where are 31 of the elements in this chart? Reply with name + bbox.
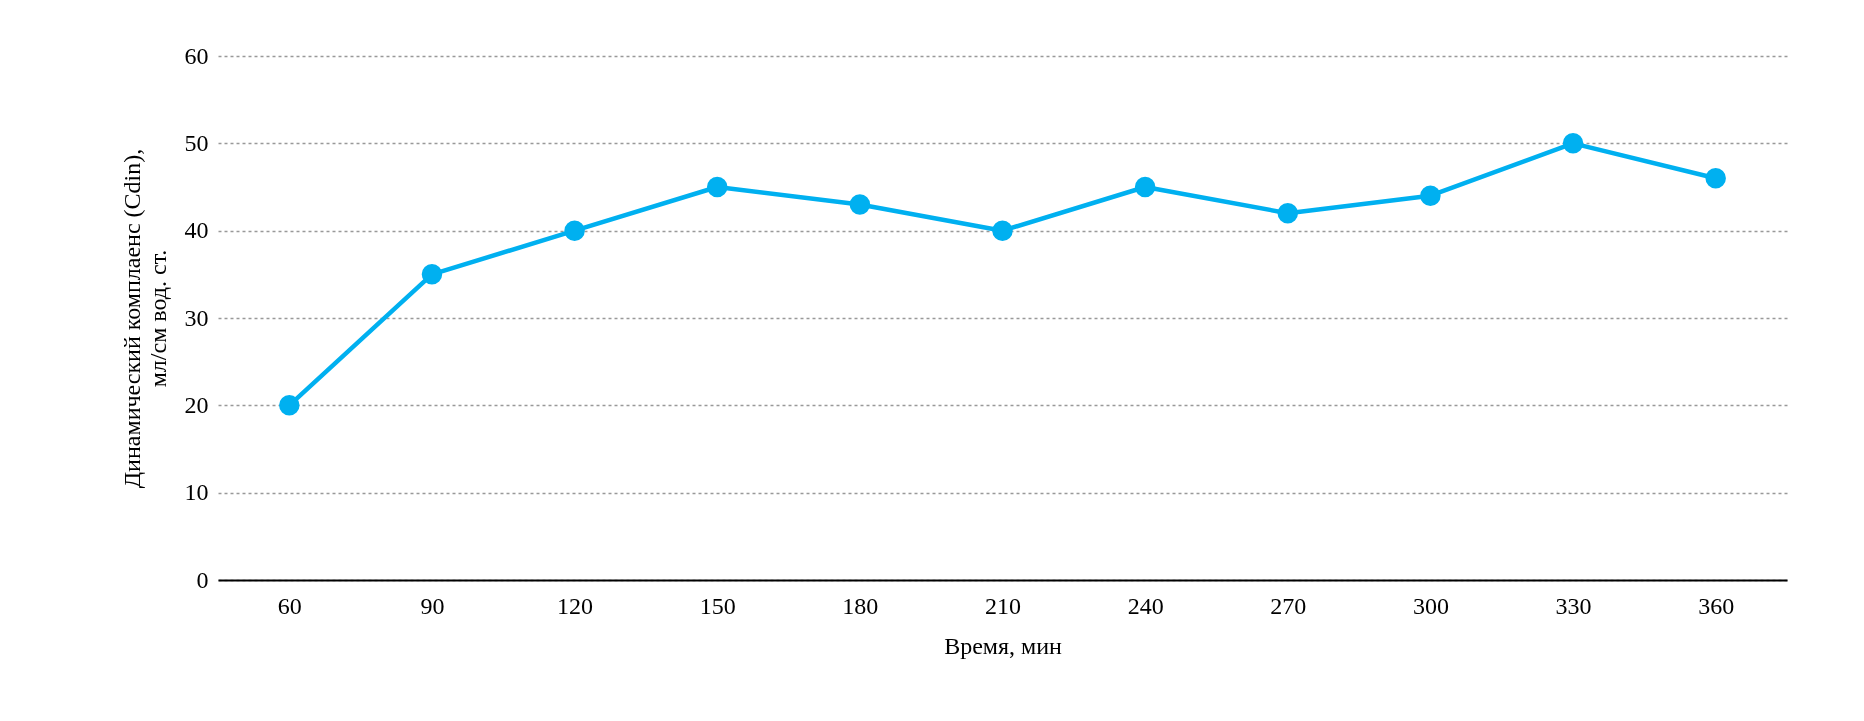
x-axis-title: Время, мин — [944, 632, 1063, 659]
y-tick-label: 40 — [184, 217, 209, 244]
x-tick-label: 210 — [985, 592, 1021, 619]
x-tick-label: 60 — [277, 592, 302, 619]
x-tick-label: 120 — [557, 592, 594, 619]
y-tick-label: 50 — [184, 129, 209, 156]
point — [849, 194, 871, 215]
x-tick-label: 90 — [420, 592, 445, 619]
point — [1277, 202, 1299, 224]
point — [706, 176, 728, 198]
x-tick-label: 300 — [1412, 592, 1449, 619]
x-tick-label: 180 — [842, 592, 879, 619]
y-tick-label: 0 — [196, 566, 209, 593]
y-tick-label: 60 — [184, 42, 209, 69]
point — [992, 220, 1013, 241]
point — [1705, 168, 1726, 189]
point — [1134, 176, 1156, 198]
x-tick-label: 330 — [1555, 592, 1592, 619]
x-tick-label: 150 — [699, 592, 736, 619]
y-tick-label: 30 — [184, 304, 209, 331]
x-tick-label: 360 — [1698, 592, 1735, 619]
y-tick-label: 20 — [184, 391, 209, 418]
point — [1420, 185, 1441, 206]
x-tick-label: 240 — [1127, 592, 1164, 619]
point — [279, 395, 300, 416]
y-axis-title: Динамический комплаенс (Cdin), мл/см вод. ст. — [118, 148, 171, 489]
point — [421, 264, 443, 285]
point — [564, 220, 585, 241]
y-tick-label: 10 — [184, 479, 209, 506]
x-tick-label: 270 — [1270, 592, 1307, 619]
point — [1562, 133, 1584, 154]
